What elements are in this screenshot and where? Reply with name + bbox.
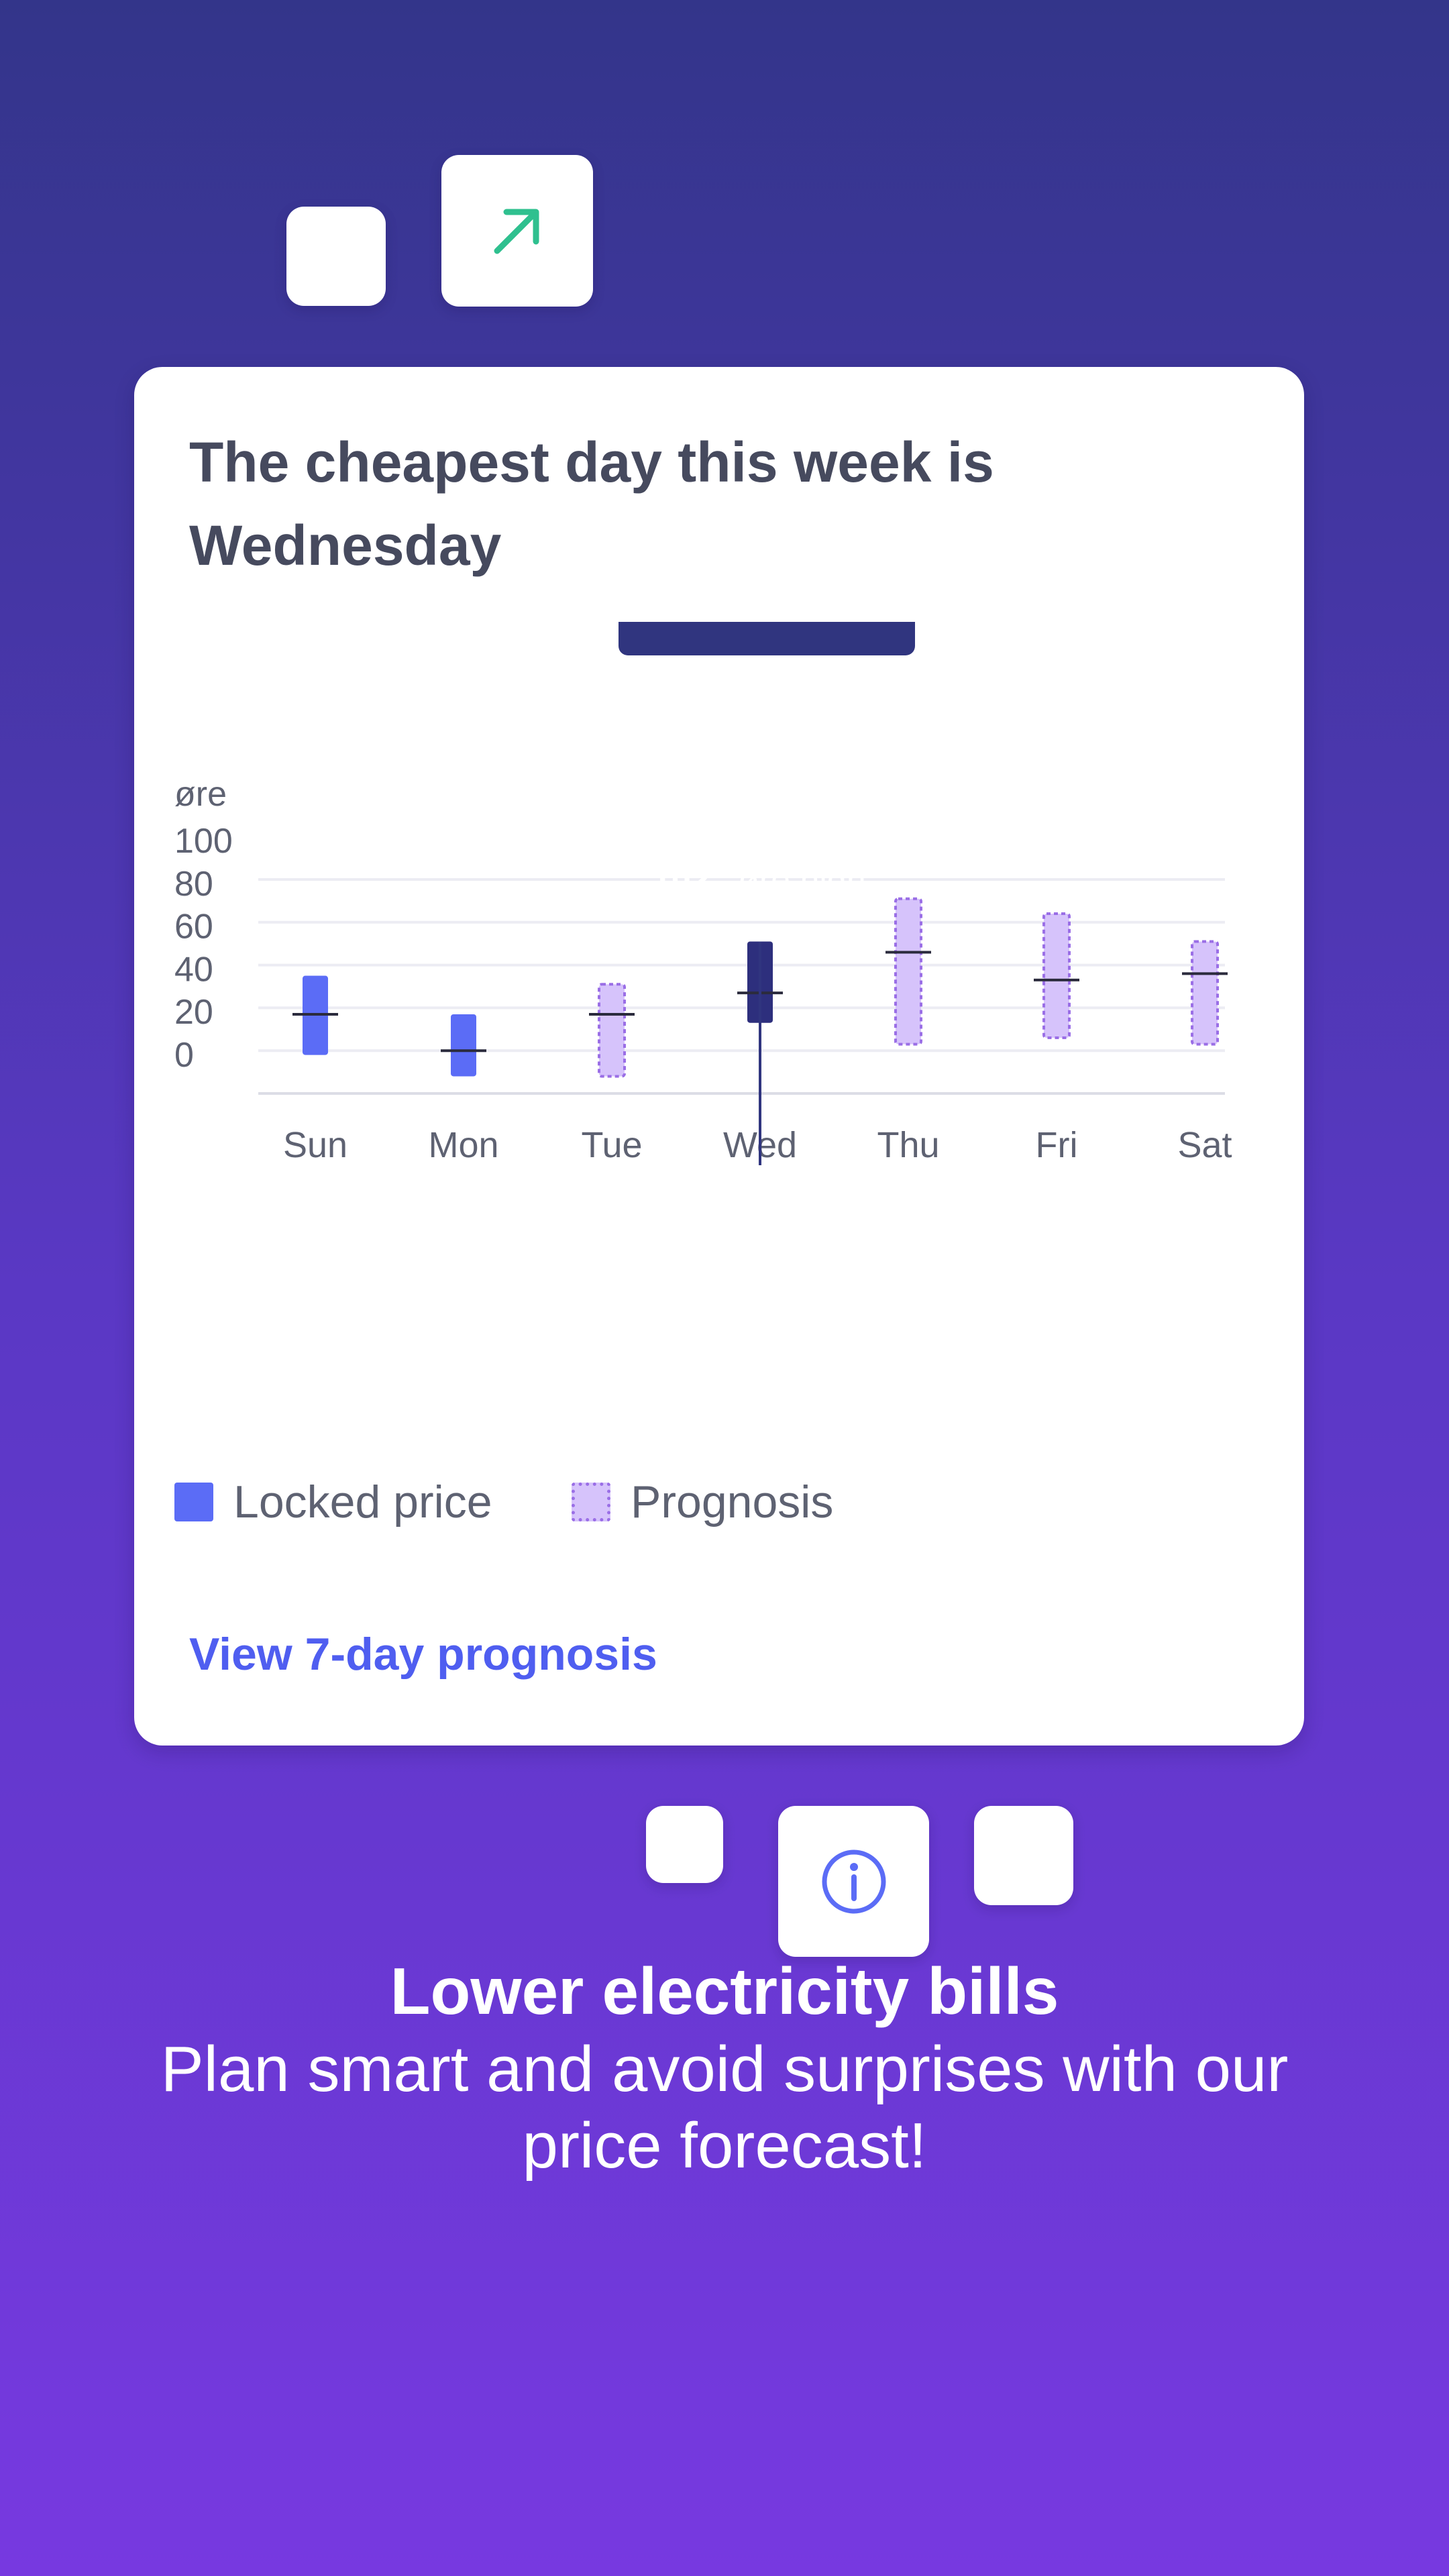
legend-item-prognosis: Prognosis [572, 1475, 833, 1529]
x-tick-label: Thu [877, 1125, 939, 1165]
legend-item-locked: Locked price [174, 1475, 492, 1529]
y-tick-label: 20 [174, 993, 213, 1032]
svg-text:42 øre avg: 42 øre avg [652, 816, 840, 855]
tooltip-high-value: 102 [652, 861, 710, 900]
y-tick-label: 60 [174, 908, 213, 947]
svg-text:38 øre low: 38 øre low [652, 772, 837, 811]
tooltip-low-label: øre low [722, 772, 837, 811]
x-axis: Sun Mon Tue Wed Thu Fri Sat [283, 1125, 1232, 1165]
prognosis-swatch [572, 1483, 610, 1521]
locked-swatch [174, 1483, 213, 1521]
y-tick-label: 80 [174, 865, 213, 904]
y-tick-label: 40 [174, 950, 213, 989]
x-tick-label: Sun [283, 1125, 347, 1165]
legend-prognosis-label: Prognosis [631, 1477, 834, 1527]
prognosis-bar[interactable] [598, 983, 626, 1078]
view-prognosis-link[interactable]: View 7-day prognosis [189, 1629, 657, 1680]
arrow-tile [441, 155, 593, 307]
promo-subline: Plan smart and avoid surprises with our … [160, 2033, 1289, 2182]
tooltip-avg-label: øre avg [722, 816, 840, 855]
tooltip-avg-value: 42 [652, 816, 691, 855]
prognosis-bar[interactable] [1191, 940, 1219, 1046]
decorative-tile [974, 1806, 1073, 1905]
y-tick-label: 100 [174, 822, 233, 861]
y-tick-label: 0 [174, 1036, 194, 1075]
tooltip-low-value: 38 [652, 772, 691, 811]
info-icon [822, 1849, 885, 1913]
price-tooltip: 38 øre low 42 øre avg 102 øre high [619, 622, 915, 900]
promo-headline: Lower electricity bills [390, 1954, 1059, 2028]
price-card: The cheapest day this week is Wednesday … [134, 367, 1304, 1746]
tooltip-high-label: øre high [738, 861, 866, 900]
y-axis-label: øre [174, 775, 227, 814]
x-tick-label: Sat [1177, 1125, 1232, 1165]
locked-price-bar[interactable] [451, 1014, 476, 1077]
decorative-tile [286, 207, 386, 306]
svg-text:102 øre high: 102 øre high [652, 861, 866, 900]
card-title: The cheapest day this week is Wednesday [189, 431, 994, 577]
decorative-tile [646, 1806, 723, 1883]
x-tick-label: Fri [1036, 1125, 1078, 1165]
x-tick-label: Mon [428, 1125, 498, 1165]
arrow-up-right-icon [494, 209, 539, 254]
chart-bars [292, 897, 1228, 1078]
chart-grid [258, 878, 1225, 1095]
tooltip-box [619, 622, 915, 655]
legend-locked-label: Locked price [233, 1477, 492, 1527]
info-tile [778, 1806, 929, 1957]
prognosis-bar[interactable] [1042, 912, 1071, 1040]
x-tick-label: Tue [581, 1125, 642, 1165]
prognosis-bar[interactable] [894, 897, 922, 1046]
